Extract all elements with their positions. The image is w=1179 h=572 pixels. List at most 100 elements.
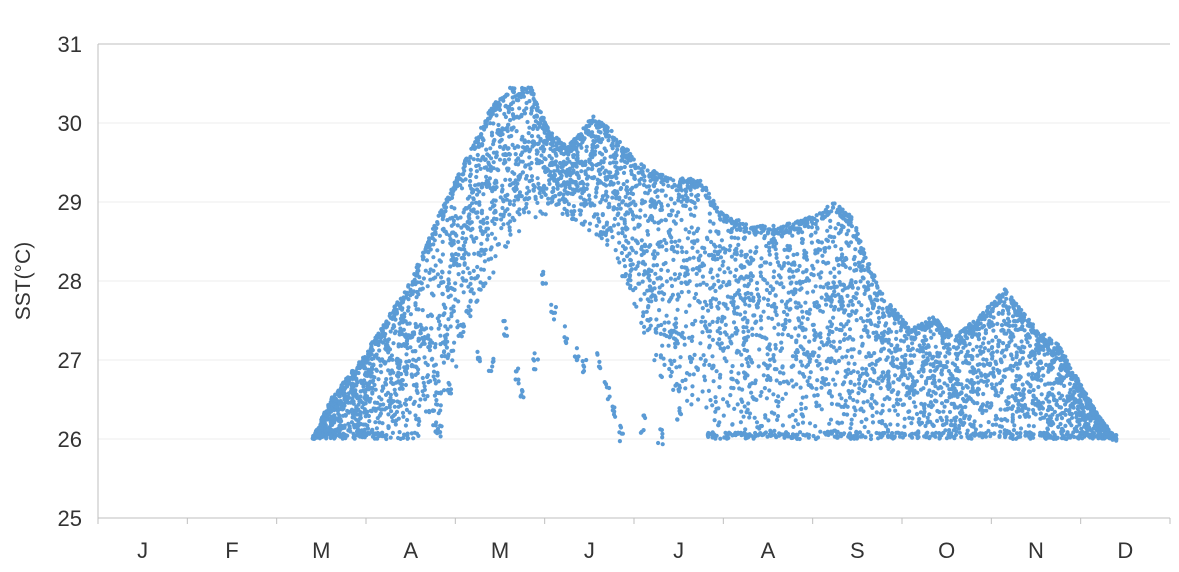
data-point	[468, 271, 472, 275]
data-point	[450, 311, 454, 315]
data-point	[903, 417, 907, 421]
data-point	[533, 142, 537, 146]
data-point	[849, 347, 853, 351]
data-point	[362, 423, 366, 427]
data-point	[966, 361, 970, 365]
data-point	[1001, 328, 1005, 332]
data-point	[530, 106, 534, 110]
data-point	[814, 401, 818, 405]
data-point	[466, 266, 470, 270]
data-point	[815, 305, 819, 309]
data-point	[656, 252, 660, 256]
data-point	[975, 354, 979, 358]
data-point	[476, 215, 480, 219]
data-point	[446, 352, 450, 356]
data-point	[928, 376, 932, 380]
data-point	[500, 189, 504, 193]
data-point	[671, 293, 675, 297]
data-point	[684, 378, 688, 382]
data-point	[597, 129, 601, 133]
data-point	[479, 158, 483, 162]
data-point	[1093, 420, 1097, 424]
data-point	[1021, 406, 1025, 410]
data-point	[724, 323, 728, 327]
data-point	[525, 120, 529, 124]
data-point	[803, 301, 807, 305]
data-point	[684, 227, 688, 231]
data-point	[849, 279, 853, 283]
data-point	[742, 348, 746, 352]
data-point	[765, 288, 769, 292]
data-point	[743, 316, 747, 320]
data-point	[380, 407, 384, 411]
data-point	[804, 406, 808, 410]
data-point	[765, 396, 769, 400]
data-point	[787, 291, 791, 295]
data-point	[533, 124, 537, 128]
data-point	[673, 384, 677, 388]
data-point	[910, 375, 914, 379]
data-point	[397, 365, 401, 369]
data-point	[1049, 367, 1053, 371]
data-point	[948, 410, 952, 414]
data-point	[854, 291, 858, 295]
data-point	[625, 185, 629, 189]
data-point	[808, 421, 812, 425]
data-point	[677, 239, 681, 243]
data-point	[620, 230, 624, 234]
data-point	[876, 310, 880, 314]
data-point	[506, 222, 510, 226]
data-point	[799, 344, 803, 348]
data-point	[922, 406, 926, 410]
data-point	[860, 420, 864, 424]
data-point	[630, 186, 634, 190]
data-point	[736, 280, 740, 284]
data-point	[490, 131, 494, 135]
data-point	[443, 342, 447, 346]
data-point	[792, 292, 796, 296]
data-point	[735, 351, 739, 355]
data-point	[862, 276, 866, 280]
data-point	[850, 309, 854, 313]
data-point	[666, 203, 670, 207]
data-point	[530, 174, 534, 178]
data-point	[754, 245, 758, 249]
data-point	[945, 350, 949, 354]
data-point	[774, 247, 778, 251]
data-point	[815, 250, 819, 254]
data-point	[953, 406, 957, 410]
data-point	[781, 423, 785, 427]
data-point	[1000, 387, 1004, 391]
data-point	[788, 307, 792, 311]
data-point	[641, 280, 645, 284]
data-point	[808, 360, 812, 364]
data-point	[895, 398, 899, 402]
data-point	[410, 335, 414, 339]
data-point	[352, 402, 356, 406]
data-point	[604, 183, 608, 187]
data-point	[770, 317, 774, 321]
data-point	[693, 296, 697, 300]
data-point	[736, 243, 740, 247]
data-point	[708, 398, 712, 402]
data-point	[343, 392, 347, 396]
data-point	[864, 355, 868, 359]
data-point	[450, 231, 454, 235]
data-point	[429, 326, 433, 330]
data-point	[846, 303, 850, 307]
data-point	[521, 160, 525, 164]
data-point	[849, 240, 853, 244]
data-point	[408, 345, 412, 349]
data-point	[679, 218, 683, 222]
data-point	[979, 424, 983, 428]
data-point	[656, 324, 660, 328]
data-point	[438, 334, 442, 338]
data-point	[889, 351, 893, 355]
data-point	[683, 343, 687, 347]
data-point	[903, 334, 907, 338]
data-point	[1013, 324, 1017, 328]
data-point	[392, 325, 396, 329]
data-point	[863, 425, 867, 429]
data-point	[494, 113, 498, 117]
data-point	[665, 314, 669, 318]
